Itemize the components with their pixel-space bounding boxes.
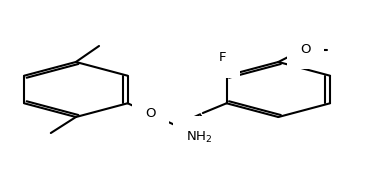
Text: NH$_2$: NH$_2$ bbox=[186, 129, 212, 145]
Text: F: F bbox=[219, 52, 226, 64]
Text: O: O bbox=[300, 43, 311, 56]
Text: O: O bbox=[146, 107, 156, 120]
